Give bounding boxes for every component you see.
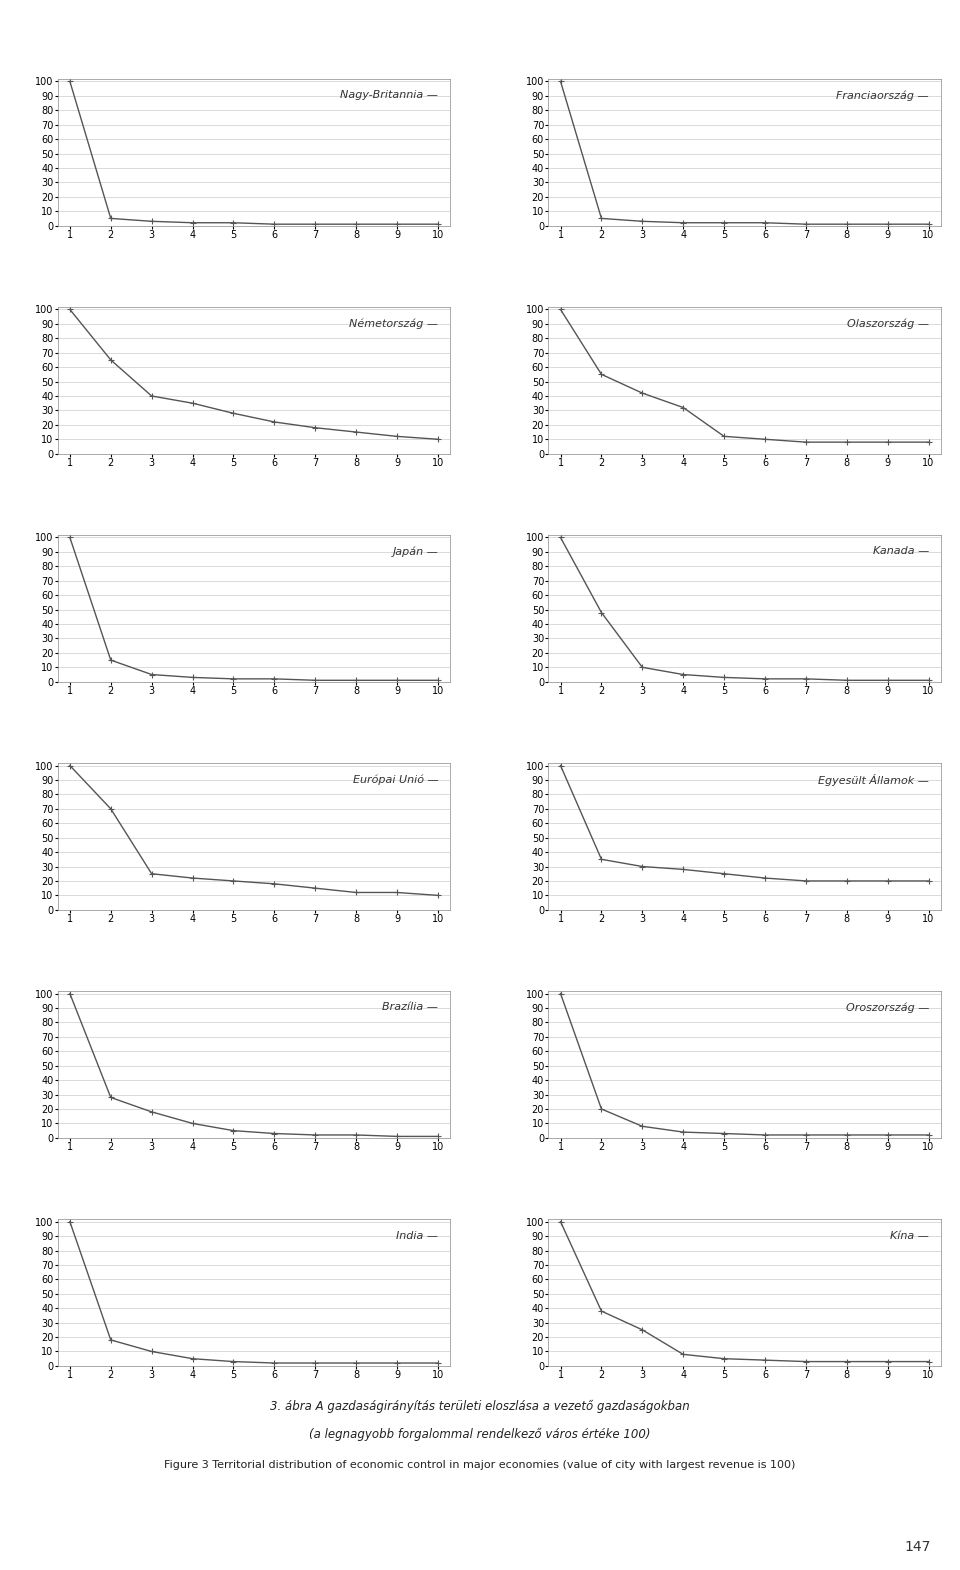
Text: Figure 3 Territorial distribution of economic control in major economies (value : Figure 3 Territorial distribution of eco… [164, 1460, 796, 1470]
Text: Németország —: Németország — [349, 319, 439, 328]
Text: Kanada —: Kanada — [873, 546, 929, 556]
Text: Egyesült Államok —: Egyesült Államok — [818, 774, 929, 787]
Text: Olaszország —: Olaszország — [847, 319, 929, 328]
Text: Oroszország —: Oroszország — [846, 1003, 929, 1013]
Text: (a legnagyobb forgalommal rendelkező város értéke 100): (a legnagyobb forgalommal rendelkező vár… [309, 1429, 651, 1441]
Text: Japán —: Japán — [393, 546, 439, 557]
Text: Franciaország —: Franciaország — [836, 89, 929, 100]
Text: Kína —: Kína — [890, 1231, 929, 1240]
Text: Európai Unió —: Európai Unió — [352, 774, 439, 785]
Text: India —: India — [396, 1231, 439, 1240]
Text: 147: 147 [905, 1540, 931, 1554]
Text: Brazília —: Brazília — [382, 1003, 439, 1013]
Text: Nagy-Britannia —: Nagy-Britannia — [341, 89, 439, 100]
Text: 3. ábra A gazdaságirányítás területi eloszlása a vezető gazdaságokban: 3. ábra A gazdaságirányítás területi elo… [270, 1400, 690, 1413]
